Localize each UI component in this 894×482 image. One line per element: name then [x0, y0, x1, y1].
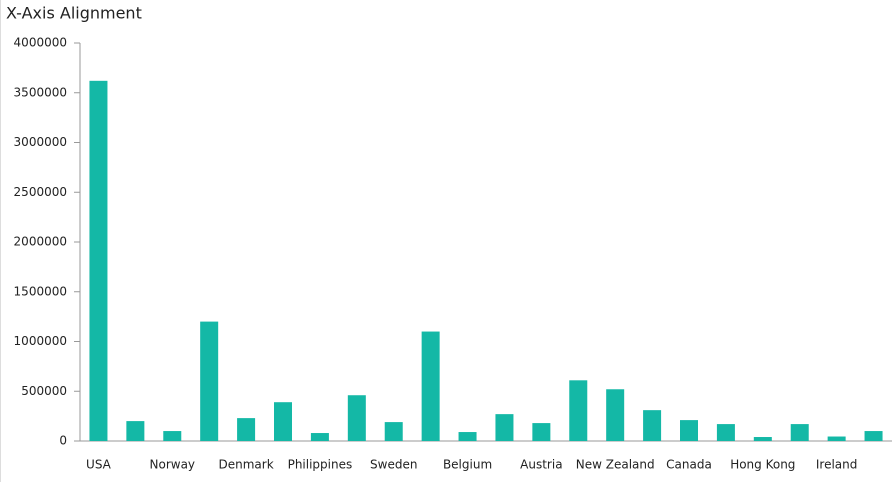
x-tick-label: Norway	[150, 458, 196, 472]
x-tick-label: Canada	[666, 458, 712, 472]
bar	[753, 437, 772, 441]
bar	[606, 389, 625, 441]
x-tick-label: Denmark	[219, 458, 274, 472]
x-tick-label: New Zealand	[576, 458, 655, 472]
bar	[310, 433, 329, 441]
y-tick-label: 1000000	[14, 334, 67, 348]
y-tick-label: 2500000	[14, 185, 67, 199]
x-tick-label: Belgium	[443, 458, 492, 472]
x-tick-label: Sweden	[370, 458, 417, 472]
bar	[643, 410, 662, 441]
bar	[716, 424, 735, 441]
bar	[237, 418, 256, 441]
bar	[421, 331, 440, 441]
bar	[274, 402, 292, 441]
y-tick-label: 2000000	[14, 235, 67, 249]
chart-title: X-Axis Alignment	[6, 4, 142, 23]
bar	[458, 432, 477, 441]
y-tick-label: 3000000	[14, 135, 67, 149]
x-tick-label: Hong Kong	[730, 458, 795, 472]
bar	[864, 431, 883, 441]
bar	[495, 414, 514, 441]
bar	[569, 380, 588, 441]
bar	[384, 422, 403, 441]
bar	[680, 420, 698, 441]
y-tick-label: 0	[59, 434, 67, 448]
bar	[163, 431, 182, 441]
bar	[347, 395, 366, 441]
y-tick-label: 1500000	[14, 284, 67, 298]
bar	[790, 424, 809, 441]
bar	[126, 421, 145, 441]
y-tick-label: 4000000	[14, 36, 67, 50]
y-tick-label: 500000	[21, 384, 67, 398]
x-tick-label: Austria	[520, 458, 562, 472]
x-tick-label: Philippines	[288, 458, 353, 472]
x-tick-label: USA	[86, 458, 112, 472]
bar	[200, 321, 219, 441]
bar	[89, 80, 108, 441]
bar	[532, 423, 551, 441]
x-tick-label: Ireland	[816, 458, 858, 472]
bar	[827, 436, 846, 441]
y-tick-label: 3500000	[14, 85, 67, 99]
